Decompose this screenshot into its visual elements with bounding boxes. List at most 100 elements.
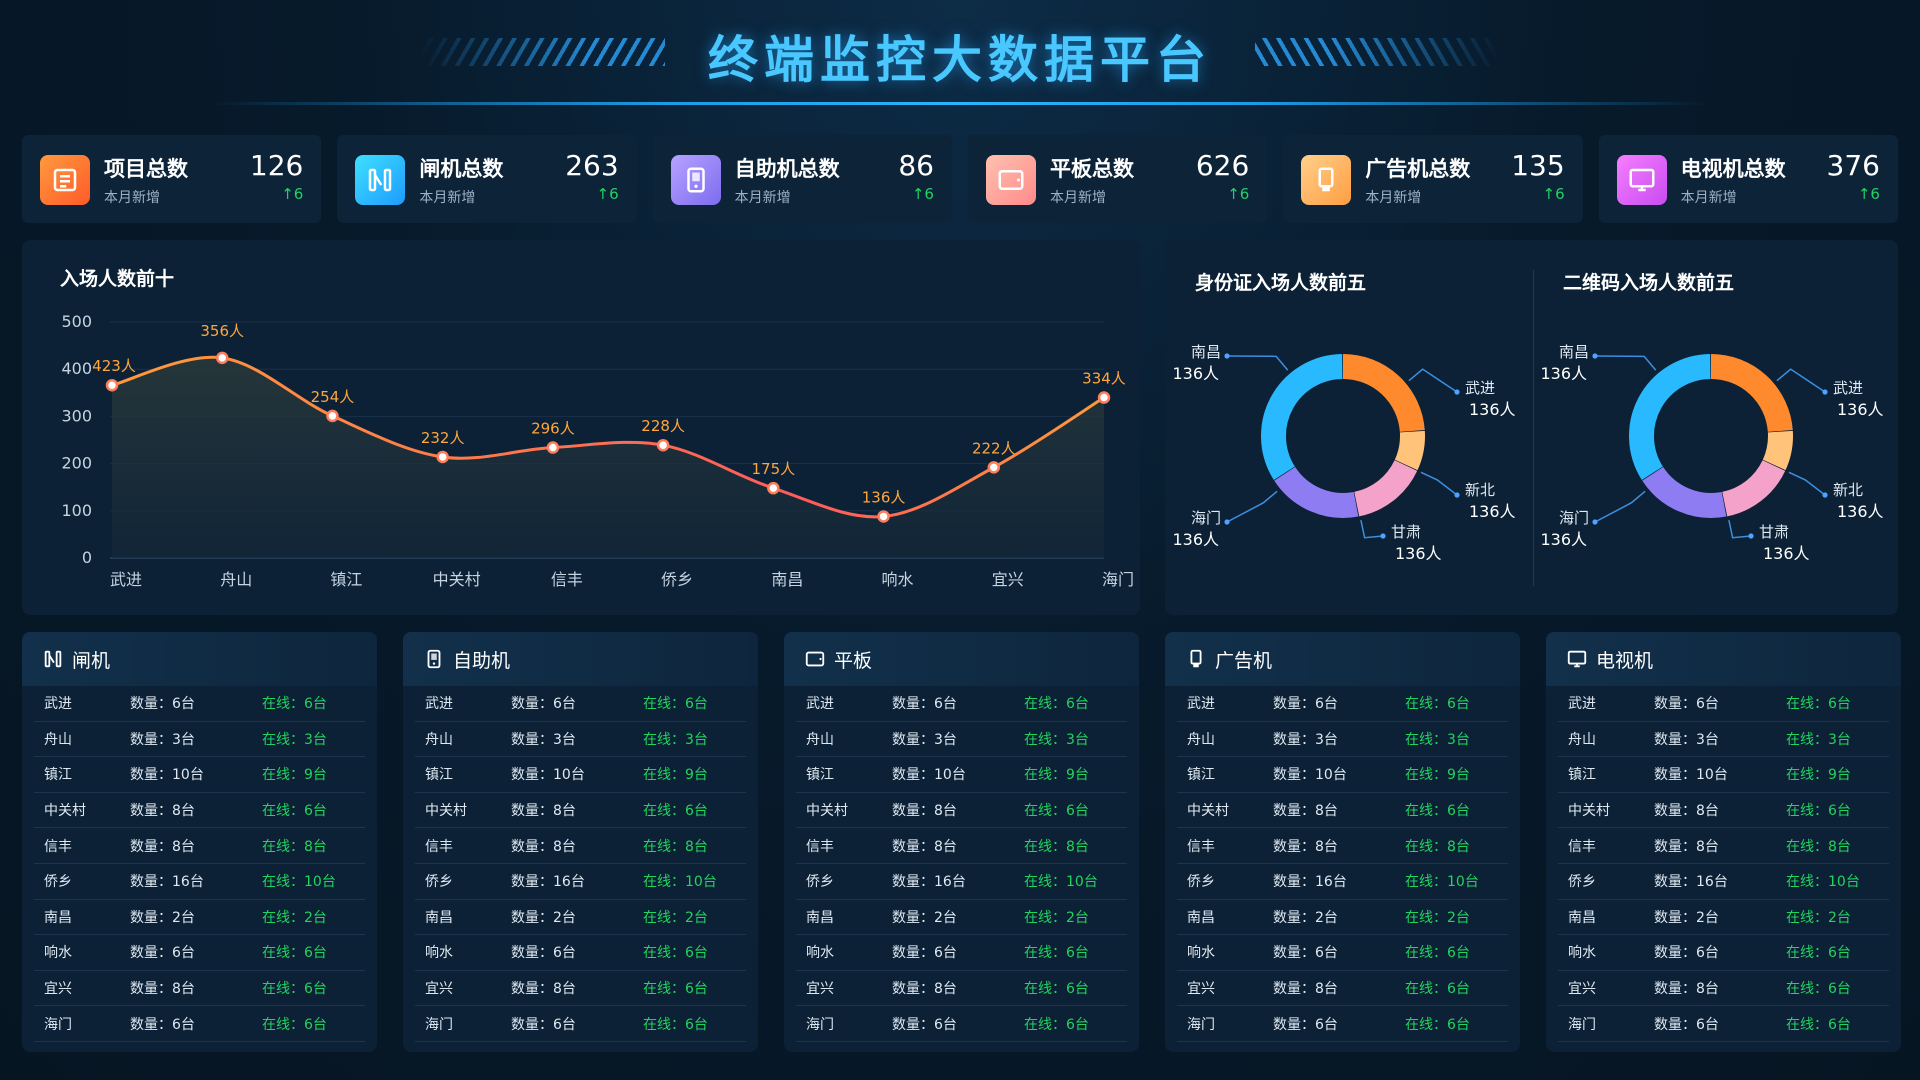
table-row[interactable]: 响水 数量：6台 在线：6台 — [1177, 935, 1508, 971]
stat-card[interactable]: 广告机总数 本月新增 135 ↑6 — [1283, 135, 1583, 223]
stat-card-value: 126 — [249, 149, 304, 182]
x-tick-label: 侨乡 — [661, 570, 693, 589]
row-quantity: 数量：6台 — [1273, 1016, 1338, 1033]
donut-value-label: 136人 — [1540, 364, 1587, 383]
table-row[interactable]: 宜兴 数量：8台 在线：6台 — [34, 971, 365, 1007]
data-label: 356人 — [200, 322, 244, 340]
device-table-body: 武进 数量：6台 在线：6台 舟山 数量：3台 在线：3台 镇江 数量：10台 … — [784, 686, 1139, 1042]
table-row[interactable]: 镇江 数量：10台 在线：9台 — [1558, 757, 1889, 793]
row-online: 在线：6台 — [1405, 696, 1470, 713]
donut-leader-dot — [1224, 353, 1230, 359]
table-row[interactable]: 侨乡 数量：16台 在线：10台 — [415, 864, 746, 900]
table-row[interactable]: 中关村 数量：8台 在线：6台 — [1558, 793, 1889, 829]
table-row[interactable]: 响水 数量：6台 在线：6台 — [415, 935, 746, 971]
row-online: 在线：6台 — [1786, 696, 1851, 713]
stat-card[interactable]: 电视机总数 本月新增 376 ↑6 — [1598, 135, 1898, 223]
stat-card[interactable]: 闸机总数 本月新增 263 ↑6 — [337, 135, 637, 223]
table-row[interactable]: 海门 数量：6台 在线：6台 — [1177, 1006, 1508, 1042]
table-row[interactable]: 南昌 数量：2台 在线：2台 — [1558, 900, 1889, 936]
row-quantity: 数量：8台 — [892, 803, 957, 820]
table-row[interactable]: 信丰 数量：8台 在线：8台 — [415, 828, 746, 864]
top5-donut-panel: 身份证入场人数前五 武进 136人 新北 136人 甘肃 136人 海门 136人 南昌 136人… — [1165, 240, 1898, 615]
table-row[interactable]: 武进 数量：6台 在线：6台 — [415, 686, 746, 722]
table-row[interactable]: 宜兴 数量：8台 在线：6台 — [1558, 971, 1889, 1007]
table-row[interactable]: 武进 数量：6台 在线：6台 — [796, 686, 1127, 722]
table-row[interactable]: 武进 数量：6台 在线：6台 — [34, 686, 365, 722]
table-row[interactable]: 舟山 数量：3台 在线：3台 — [34, 722, 365, 758]
row-quantity: 数量：8台 — [892, 981, 957, 998]
table-row[interactable]: 南昌 数量：2台 在线：2台 — [796, 900, 1127, 936]
table-row[interactable]: 响水 数量：6台 在线：6台 — [34, 935, 365, 971]
table-row[interactable]: 镇江 数量：10台 在线：9台 — [415, 757, 746, 793]
stat-card[interactable]: 项目总数 本月新增 126 ↑6 — [22, 135, 322, 223]
row-location: 舟山 — [1187, 731, 1215, 748]
row-quantity: 数量：16台 — [1273, 874, 1347, 891]
table-row[interactable]: 信丰 数量：8台 在线：8台 — [1558, 828, 1889, 864]
table-row[interactable]: 信丰 数量：8台 在线：8台 — [796, 828, 1127, 864]
table-row[interactable]: 舟山 数量：3台 在线：3台 — [1558, 722, 1889, 758]
donut-slice — [1353, 459, 1418, 517]
row-quantity: 数量：10台 — [511, 767, 585, 784]
table-row[interactable]: 海门 数量：6台 在线：6台 — [1558, 1006, 1889, 1042]
table-row[interactable]: 舟山 数量：3台 在线：3台 — [415, 722, 746, 758]
ad-machine-icon — [1185, 648, 1207, 670]
table-row[interactable]: 中关村 数量：8台 在线：6台 — [796, 793, 1127, 829]
table-row[interactable]: 海门 数量：6台 在线：6台 — [415, 1006, 746, 1042]
table-row[interactable]: 南昌 数量：2台 在线：2台 — [34, 900, 365, 936]
table-row[interactable]: 南昌 数量：2台 在线：2台 — [1177, 900, 1508, 936]
table-row[interactable]: 南昌 数量：2台 在线：2台 — [415, 900, 746, 936]
row-location: 镇江 — [1187, 767, 1215, 784]
row-quantity: 数量：8台 — [511, 838, 576, 855]
donut-value-label: 136人 — [1172, 364, 1219, 383]
table-row[interactable]: 镇江 数量：10台 在线：9台 — [1177, 757, 1508, 793]
row-location: 响水 — [1187, 945, 1215, 962]
row-quantity: 数量：6台 — [892, 945, 957, 962]
table-row[interactable]: 宜兴 数量：8台 在线：6台 — [1177, 971, 1508, 1007]
table-row[interactable]: 宜兴 数量：8台 在线：6台 — [796, 971, 1127, 1007]
table-row[interactable]: 镇江 数量：10台 在线：9台 — [34, 757, 365, 793]
tablet-icon — [985, 155, 1036, 205]
row-quantity: 数量：6台 — [1654, 696, 1719, 713]
table-row[interactable]: 侨乡 数量：16台 在线：10台 — [796, 864, 1127, 900]
donut-slice — [1710, 354, 1793, 433]
row-quantity: 数量：6台 — [1273, 696, 1338, 713]
table-row[interactable]: 镇江 数量：10台 在线：9台 — [796, 757, 1127, 793]
y-tick-label: 0 — [82, 548, 92, 567]
table-row[interactable]: 武进 数量：6台 在线：6台 — [1558, 686, 1889, 722]
row-location: 中关村 — [1568, 803, 1610, 820]
donut-leader-line — [1408, 368, 1458, 393]
device-table-title: 电视机 — [1596, 649, 1654, 672]
table-row[interactable]: 海门 数量：6台 在线：6台 — [796, 1006, 1127, 1042]
table-row[interactable]: 中关村 数量：8台 在线：6台 — [1177, 793, 1508, 829]
stat-card[interactable]: 平板总数 本月新增 626 ↑6 — [967, 135, 1268, 223]
stat-card-subtitle: 本月新增 — [104, 190, 160, 206]
table-row[interactable]: 武进 数量：6台 在线：6台 — [1177, 686, 1508, 722]
table-row[interactable]: 侨乡 数量：16台 在线：10台 — [1177, 864, 1508, 900]
data-label: 222人 — [972, 439, 1016, 457]
table-row[interactable]: 响水 数量：6台 在线：6台 — [796, 935, 1127, 971]
row-online: 在线：6台 — [1405, 981, 1470, 998]
table-row[interactable]: 信丰 数量：8台 在线：8台 — [1177, 828, 1508, 864]
table-row[interactable]: 侨乡 数量：16台 在线：10台 — [34, 864, 365, 900]
row-location: 海门 — [806, 1016, 834, 1033]
table-row[interactable]: 宜兴 数量：8台 在线：6台 — [415, 971, 746, 1007]
row-location: 舟山 — [1568, 731, 1596, 748]
stat-card-increase: ↑6 — [596, 185, 619, 203]
table-row[interactable]: 信丰 数量：8台 在线：8台 — [34, 828, 365, 864]
table-row[interactable]: 舟山 数量：3台 在线：3台 — [796, 722, 1127, 758]
row-location: 舟山 — [425, 731, 453, 748]
table-row[interactable]: 侨乡 数量：16台 在线：10台 — [1558, 864, 1889, 900]
stat-card[interactable]: 自助机总数 本月新增 86 ↑6 — [652, 135, 952, 223]
stat-card-value: 86 — [898, 149, 934, 182]
table-row[interactable]: 海门 数量：6台 在线：6台 — [34, 1006, 365, 1042]
table-row[interactable]: 响水 数量：6台 在线：6台 — [1558, 935, 1889, 971]
row-online: 在线：3台 — [1405, 731, 1470, 748]
donut-slice — [1274, 466, 1359, 518]
table-row[interactable]: 中关村 数量：8台 在线：6台 — [34, 793, 365, 829]
donut-leader-line — [1728, 519, 1752, 539]
clipboard-list-icon — [40, 155, 90, 205]
table-row[interactable]: 舟山 数量：3台 在线：3台 — [1177, 722, 1508, 758]
stat-card-increase: ↑6 — [911, 185, 934, 203]
data-point — [105, 378, 119, 392]
table-row[interactable]: 中关村 数量：8台 在线：6台 — [415, 793, 746, 829]
